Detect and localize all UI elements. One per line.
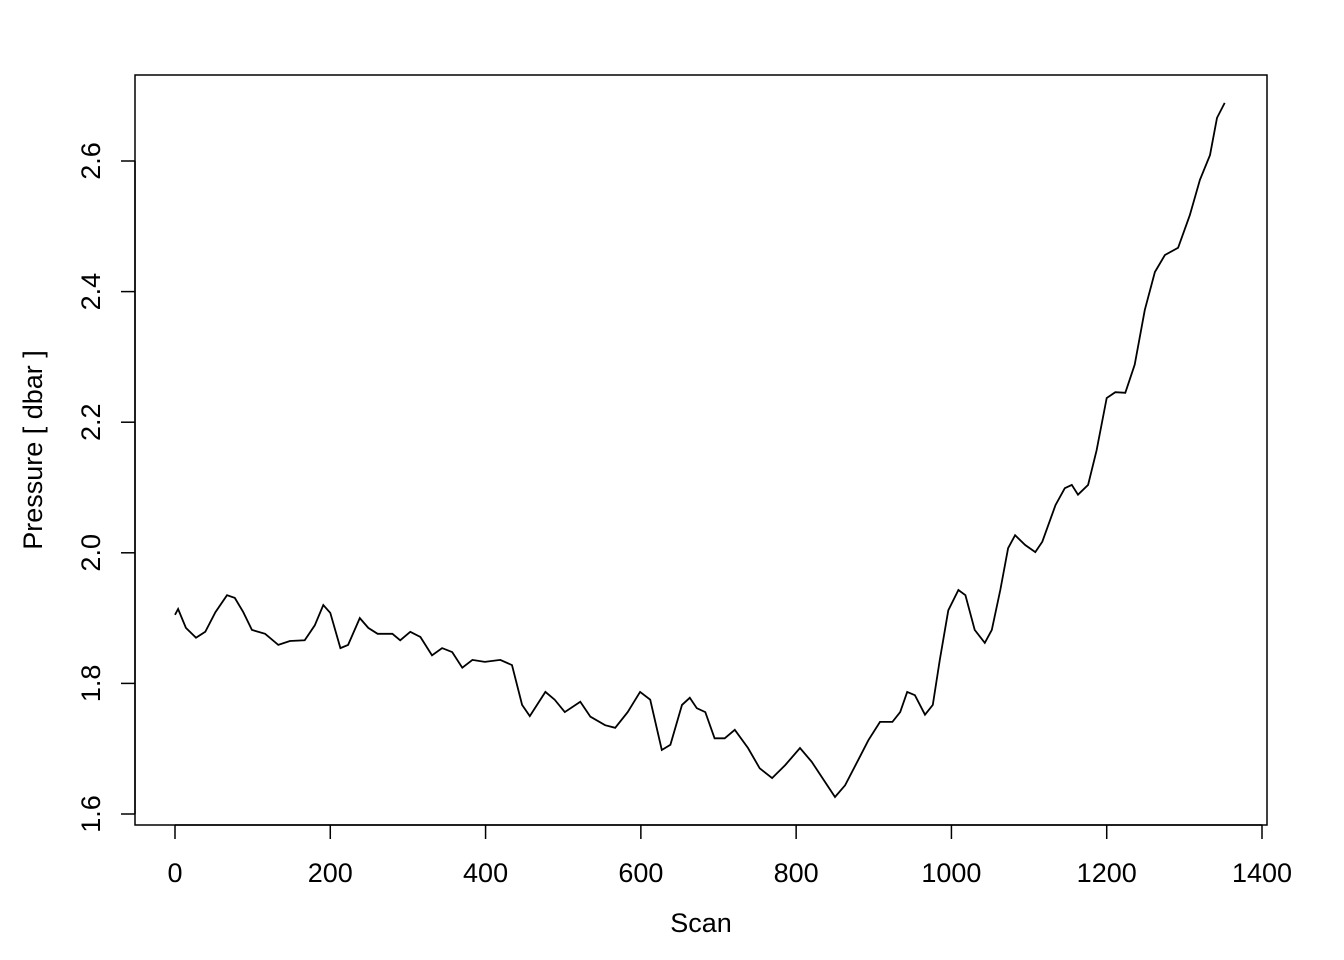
y-tick-label: 2.2 bbox=[76, 403, 106, 441]
x-tick-label: 1000 bbox=[921, 858, 981, 888]
x-tick-label: 600 bbox=[618, 858, 663, 888]
x-tick-label: 200 bbox=[308, 858, 353, 888]
y-tick-label: 2.6 bbox=[76, 142, 106, 180]
x-tick-label: 400 bbox=[463, 858, 508, 888]
x-tick-label: 1200 bbox=[1077, 858, 1137, 888]
y-axis: 1.6 1.8 2.0 2.2 2.4 2.6 bbox=[76, 142, 136, 833]
y-tick-label: 1.8 bbox=[76, 665, 106, 703]
y-axis-label: Pressure [ dbar ] bbox=[18, 350, 48, 550]
x-axis-label: Scan bbox=[670, 908, 732, 938]
pressure-series-line bbox=[174, 102, 1226, 799]
x-tick-label: 0 bbox=[167, 858, 182, 888]
x-axis: 0 200 400 600 800 1000 1200 1400 bbox=[167, 824, 1292, 888]
y-tick-label: 2.0 bbox=[76, 534, 106, 572]
x-tick-label: 800 bbox=[774, 858, 819, 888]
y-tick-label: 1.6 bbox=[76, 795, 106, 833]
y-tick-label: 2.4 bbox=[76, 273, 106, 311]
x-tick-label: 1400 bbox=[1232, 858, 1292, 888]
